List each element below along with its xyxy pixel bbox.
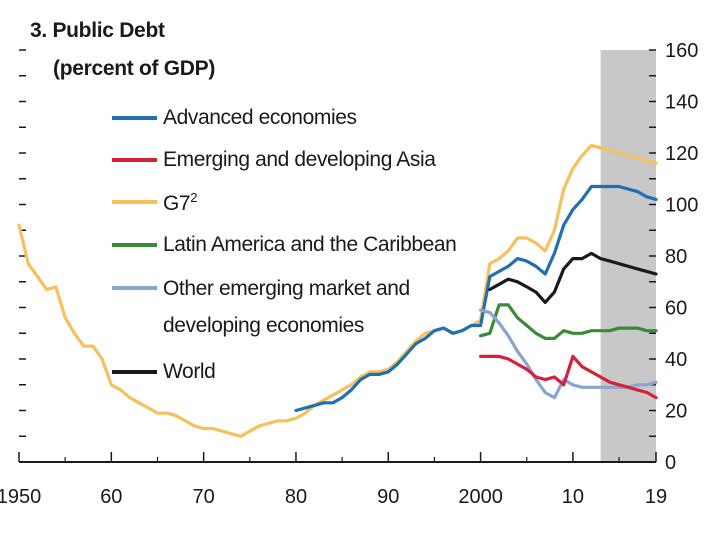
series-line-latin-america-and-the-caribbean [479,303,658,340]
legend-label: Other emerging market and developing eco… [163,277,410,337]
y-tick-label: 60 [665,298,687,320]
x-tick-label: 90 [377,486,399,508]
series-lines [17,143,658,438]
legend-label-text: G7 [163,192,191,215]
legend-swatch [112,370,157,374]
legend-label: G72 [163,190,197,216]
y-tick-label: 20 [665,401,687,423]
legend-swatch [112,116,157,120]
legend-swatch [112,243,157,247]
chart-subtitle: (percent of GDP) [53,57,216,80]
x-tick-label: 1950 [0,486,41,508]
y-tick-label: 100 [665,195,698,217]
chart-axes: 0 20 40 60 80 100 120 140 160 1950 60 70 80 90 2000 10 1… [0,40,698,508]
y-tick-label: 120 [665,143,698,165]
series-line-world [488,251,658,304]
x-tick-label: 60 [100,486,122,508]
legend-label: Advanced economies [163,106,357,129]
y-tick-label: 140 [665,92,698,114]
legend-label: Emerging and developing Asia [163,148,436,171]
y-tick-label: 0 [665,452,676,474]
legend-label: World [163,360,216,383]
legend-footnote-marker: 2 [190,190,198,205]
x-tick-label: 2000 [458,486,503,508]
legend-swatch [112,286,157,290]
projection-shade [600,50,656,462]
x-tick-label: 10 [562,486,584,508]
x-tick-label: 70 [193,486,215,508]
legend-label: Latin America and the Caribbean [163,233,457,256]
chart-title: 3. Public Debt [30,19,165,42]
series-line-advanced-economies [294,184,658,413]
y-tick-label: 160 [665,40,698,62]
legend-swatch [112,158,157,162]
y-tick-label: 40 [665,349,687,371]
legend-swatch [112,200,157,204]
series-line-emerging-and-developing-asia [479,354,658,400]
y-tick-label: 80 [665,246,687,268]
x-tick-label: 80 [285,486,307,508]
x-tick-label: 19 [645,486,667,508]
series-line-g7 [17,143,658,438]
